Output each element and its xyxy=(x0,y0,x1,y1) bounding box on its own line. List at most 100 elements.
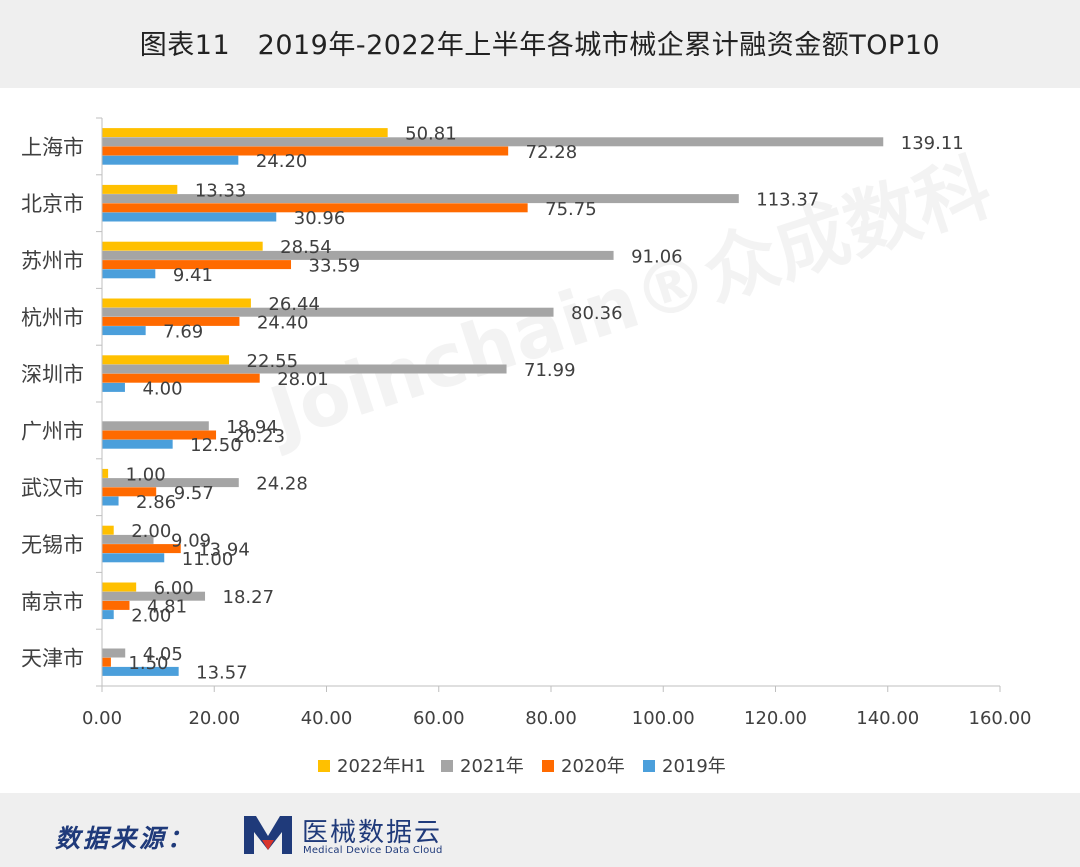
bar xyxy=(102,496,119,506)
category-label: 上海市 xyxy=(21,135,84,159)
data-label: 28.01 xyxy=(277,369,329,390)
x-tick-label: 20.00 xyxy=(188,708,240,729)
data-label: 139.11 xyxy=(901,133,964,154)
data-label: 2.00 xyxy=(131,521,171,542)
bar xyxy=(102,316,240,326)
data-label: 18.94 xyxy=(226,417,278,438)
category-label: 天津市 xyxy=(21,647,84,671)
data-label: 4.00 xyxy=(142,378,182,399)
x-tick-label: 140.00 xyxy=(856,708,919,729)
title-bar xyxy=(0,0,1080,88)
bar xyxy=(102,146,509,156)
category-label: 深圳市 xyxy=(21,363,84,387)
data-label: 22.55 xyxy=(247,351,299,372)
legend-label: 2020年 xyxy=(561,756,625,777)
data-label: 113.37 xyxy=(756,190,819,211)
data-label: 9.57 xyxy=(174,483,214,504)
x-tick-label: 40.00 xyxy=(301,708,353,729)
data-label: 7.69 xyxy=(163,322,203,343)
bar xyxy=(102,184,178,194)
bar xyxy=(102,355,230,365)
data-label: 24.28 xyxy=(256,474,308,495)
data-label: 9.41 xyxy=(173,265,213,286)
bar xyxy=(102,666,179,676)
bar xyxy=(102,269,156,279)
bar xyxy=(102,364,507,374)
bar xyxy=(102,544,181,554)
bar xyxy=(102,610,114,620)
data-label: 1.00 xyxy=(126,464,166,485)
bar xyxy=(102,657,111,667)
bar xyxy=(102,194,739,204)
data-label: 20.23 xyxy=(234,426,286,447)
x-tick-label: 60.00 xyxy=(413,708,465,729)
bar xyxy=(102,430,217,440)
bar xyxy=(102,421,209,431)
bar xyxy=(102,137,884,147)
x-tick-label: 160.00 xyxy=(969,708,1032,729)
category-label: 无锡市 xyxy=(21,533,84,557)
bar xyxy=(102,326,146,336)
legend-label: 2021年 xyxy=(460,756,524,777)
bar xyxy=(102,468,109,478)
bar xyxy=(102,600,130,610)
category-label: 武汉市 xyxy=(21,476,84,500)
bar xyxy=(102,591,206,601)
brand-name-en: Medical Device Data Cloud xyxy=(303,845,443,856)
legend-label: 2022年H1 xyxy=(337,756,426,777)
bar xyxy=(102,534,154,544)
bar xyxy=(102,155,239,165)
bar xyxy=(102,478,239,488)
bar xyxy=(102,241,263,251)
category-label: 北京市 xyxy=(21,192,84,216)
data-label: 28.54 xyxy=(280,237,332,258)
data-label: 26.44 xyxy=(268,294,320,315)
legend-swatch xyxy=(643,760,655,772)
data-label: 24.40 xyxy=(257,312,309,333)
data-label: 50.81 xyxy=(405,124,457,145)
data-label: 72.28 xyxy=(526,142,578,163)
bar xyxy=(102,203,528,213)
data-label: 11.00 xyxy=(182,549,234,570)
brand-name: 医械数据云 xyxy=(302,818,443,848)
category-label: 苏州市 xyxy=(21,249,84,273)
bar xyxy=(102,382,125,392)
data-label: 33.59 xyxy=(309,256,361,277)
category-label: 南京市 xyxy=(21,590,84,614)
data-label: 13.94 xyxy=(198,540,250,561)
data-label: 4.81 xyxy=(147,596,187,617)
data-label: 13.33 xyxy=(195,180,247,201)
legend-swatch xyxy=(318,760,330,772)
data-label: 4.05 xyxy=(143,644,183,665)
bar xyxy=(102,250,614,260)
data-label: 75.75 xyxy=(545,199,597,220)
bar xyxy=(102,212,277,222)
source-label: 数据来源： xyxy=(55,824,196,853)
x-tick-label: 100.00 xyxy=(632,708,695,729)
data-label: 1.50 xyxy=(128,653,168,674)
legend-label: 2019年 xyxy=(662,756,726,777)
data-label: 6.00 xyxy=(154,578,194,599)
data-label: 91.06 xyxy=(631,246,683,267)
footer-bar xyxy=(0,793,1080,867)
bar xyxy=(102,553,165,563)
bar xyxy=(102,307,554,317)
chart-title: 图表11 2019年-2022年上半年各城市械企累计融资金额TOP10 xyxy=(139,30,941,61)
x-tick-label: 120.00 xyxy=(744,708,807,729)
brand-logo-icon xyxy=(244,816,292,854)
bar xyxy=(102,439,173,449)
bar xyxy=(102,298,251,308)
category-label: 杭州市 xyxy=(21,306,84,330)
data-label: 71.99 xyxy=(524,360,576,381)
data-label: 2.86 xyxy=(136,492,176,513)
bar xyxy=(102,128,388,138)
x-tick-label: 80.00 xyxy=(525,708,577,729)
bar xyxy=(102,525,114,535)
bar xyxy=(102,487,157,497)
bar xyxy=(102,260,292,270)
data-label: 80.36 xyxy=(571,303,623,324)
bar-chart: 0.00 20.00 40.00 60.00 80.00 100.00 120.00 140.… xyxy=(21,117,1032,777)
bar xyxy=(102,648,126,658)
data-label: 2.00 xyxy=(131,606,171,627)
data-label: 30.96 xyxy=(294,208,346,229)
